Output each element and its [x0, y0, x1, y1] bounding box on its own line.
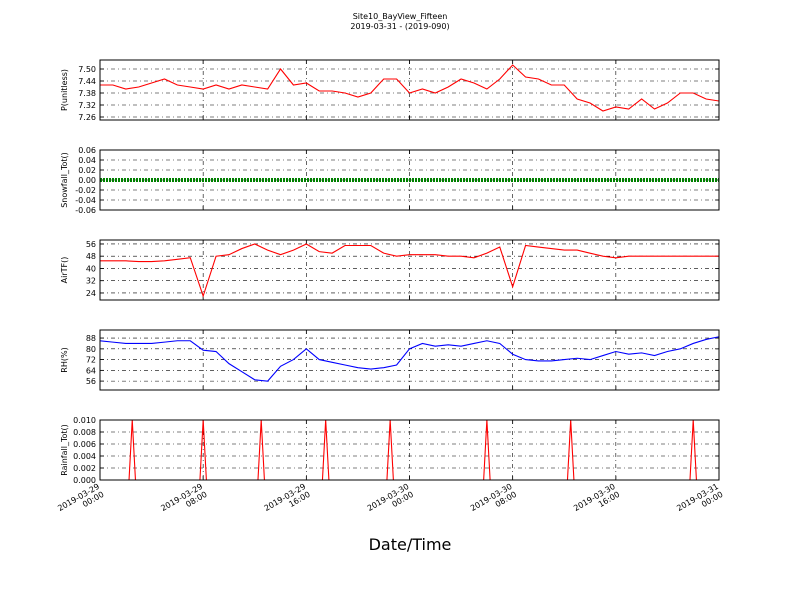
plot-frame: [99, 59, 720, 121]
data-line: [100, 64, 719, 112]
plot-frame: [99, 149, 720, 211]
y-tick-label: 0.06: [78, 146, 96, 155]
plot-frame: [99, 329, 720, 391]
x-tick-label: 2019-03-2908:00: [159, 482, 208, 521]
y-tick-label: 0.02: [78, 166, 96, 175]
y-tick-label: 80: [86, 345, 96, 354]
y-tick-label: 24: [86, 289, 96, 298]
x-tick-label: 2019-03-2900:00: [56, 482, 105, 521]
y-tick-label: 7.44: [78, 77, 96, 86]
y-tick-label: -0.06: [75, 206, 96, 215]
y-tick-label: 88: [86, 334, 96, 343]
x-tick-label: 2019-03-2916:00: [263, 482, 312, 521]
x-tick-label: 2019-03-3008:00: [469, 482, 518, 521]
y-tick-label: 0.04: [78, 156, 96, 165]
y-tick-label: 0.00: [78, 176, 96, 185]
y-tick-label: 7.38: [78, 89, 96, 98]
y-tick-label: 0.010: [73, 416, 96, 425]
x-tick-label: 2019-03-3000:00: [366, 482, 415, 521]
y-tick-label: 56: [86, 240, 96, 249]
y-axis-label: Snowfall_Tot(): [60, 152, 69, 208]
data-line: [100, 420, 719, 480]
y-tick-label: 7.32: [78, 101, 96, 110]
data-line: [100, 243, 719, 298]
y-tick-label: 48: [86, 252, 96, 261]
chart-title: Site10_BayView_Fifteen: [353, 12, 448, 21]
y-tick-label: 32: [86, 277, 96, 286]
data-line: [100, 336, 719, 382]
chart-subtitle: 2019-03-31 - (2019-090): [350, 22, 449, 31]
y-tick-label: -0.04: [75, 196, 96, 205]
y-tick-label: -0.02: [75, 186, 96, 195]
x-tick-label: 2019-03-3100:00: [675, 482, 724, 521]
y-axis-label: P(unitless): [60, 69, 69, 111]
y-tick-label: 72: [86, 356, 96, 365]
y-axis-label: AirTF(): [60, 257, 69, 284]
y-tick-label: 64: [86, 366, 96, 375]
plot-frame: [99, 419, 720, 481]
y-tick-label: 56: [86, 377, 96, 386]
y-axis-label: Rainfall_Tot(): [60, 424, 69, 476]
y-tick-label: 0.004: [73, 452, 96, 461]
y-axis-label: RH(%): [60, 347, 69, 372]
y-tick-label: 0.002: [73, 464, 96, 473]
y-tick-label: 0.000: [73, 476, 96, 485]
y-tick-label: 7.50: [78, 65, 96, 74]
x-tick-label: 2019-03-3016:00: [572, 482, 621, 521]
y-tick-label: 40: [86, 264, 96, 273]
plot-frame: [99, 239, 720, 301]
y-tick-label: 0.006: [73, 440, 96, 449]
y-tick-label: 0.008: [73, 428, 96, 437]
x-axis-label: Date/Time: [369, 535, 452, 554]
y-tick-label: 7.26: [78, 113, 96, 122]
